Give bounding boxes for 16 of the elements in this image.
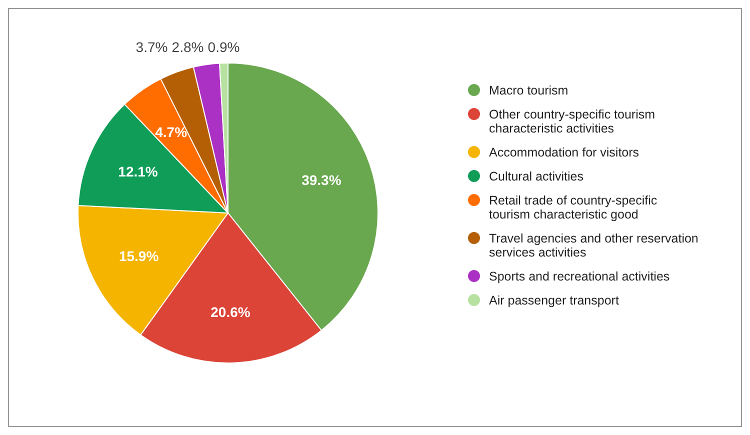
legend-label: Cultural activities (489, 169, 584, 184)
legend-label: Retail trade of country-specific tourism characteristic good (489, 193, 658, 222)
data-label: 2.8% (172, 38, 204, 55)
data-label: 39.3% (302, 172, 342, 188)
legend-label: Accommodation for visitors (489, 145, 640, 160)
legend-label: Macro tourism (489, 83, 568, 98)
data-label: 20.6% (210, 304, 251, 320)
legend-label: Travel agencies and other reservation services activities (489, 231, 698, 260)
data-label: 3.7% (136, 38, 168, 55)
data-label: 15.9% (118, 248, 160, 264)
legend-label: Other country-specific tourism characteristic activities (489, 107, 656, 136)
data-label: 0.9% (208, 38, 240, 55)
data-label: 4.7% (155, 124, 188, 140)
data-label: 12.1% (118, 164, 158, 180)
legend-label: Air passenger transport (489, 293, 620, 308)
legend-label: Sports and recreational activities (489, 269, 670, 284)
